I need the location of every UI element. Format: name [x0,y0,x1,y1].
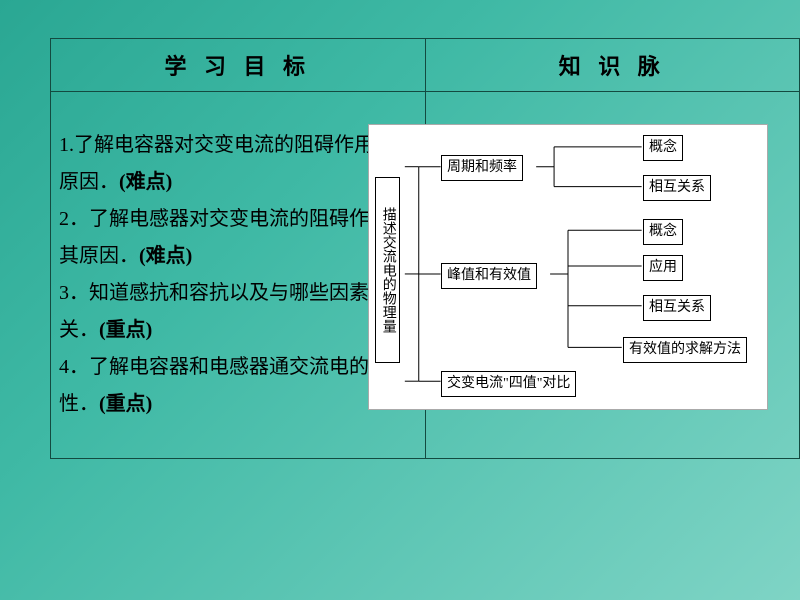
node-c4: 应用 [643,255,683,281]
header-knowledge: 知 识 脉 [425,39,800,92]
connector-lines [369,125,767,409]
concept-map: 描述交流电的物理量 周期和频率 峰值和有效值 交变电流"四值"对比 概念 相互关… [368,124,768,410]
node-c5: 相互关系 [643,295,711,321]
obj-1-line1: 1.了解电容器对交变电流的阻碍作用及其 [59,128,421,163]
obj-1-line2: 原因．(难点) [59,165,421,200]
node-c6: 有效值的求解方法 [623,337,747,363]
obj-2-line2: 其原因．(难点) [59,239,421,274]
obj-4-tail: 性． [59,393,99,415]
node-c2: 相互关系 [643,175,711,201]
node-c1: 概念 [643,135,683,161]
node-b3: 交变电流"四值"对比 [441,371,576,397]
header-objectives: 学 习 目 标 [51,39,426,92]
obj-4-line2: 性．(重点) [59,387,421,422]
obj-2-tail: 其原因． [59,245,139,267]
obj-3-tag: (重点) [99,319,152,341]
obj-2-line1: 2．了解电感器对交变电流的阻碍作用及 [59,202,421,237]
node-root: 描述交流电的物理量 [375,177,400,363]
obj-4-line1: 4．了解电容器和电感器通交流电的特 [59,350,421,385]
obj-2-tag: (难点) [139,245,192,267]
obj-1-tag: (难点) [119,171,172,193]
obj-3-line2: 关．(重点) [59,313,421,348]
node-b1: 周期和频率 [441,155,523,181]
obj-3-line1: 3．知道感抗和容抗以及与哪些因素有 [59,276,421,311]
node-c3: 概念 [643,219,683,245]
node-b2: 峰值和有效值 [441,263,537,289]
obj-3-tail: 关． [59,319,99,341]
obj-1-tail: 原因． [59,171,119,193]
obj-4-tag: (重点) [99,393,152,415]
